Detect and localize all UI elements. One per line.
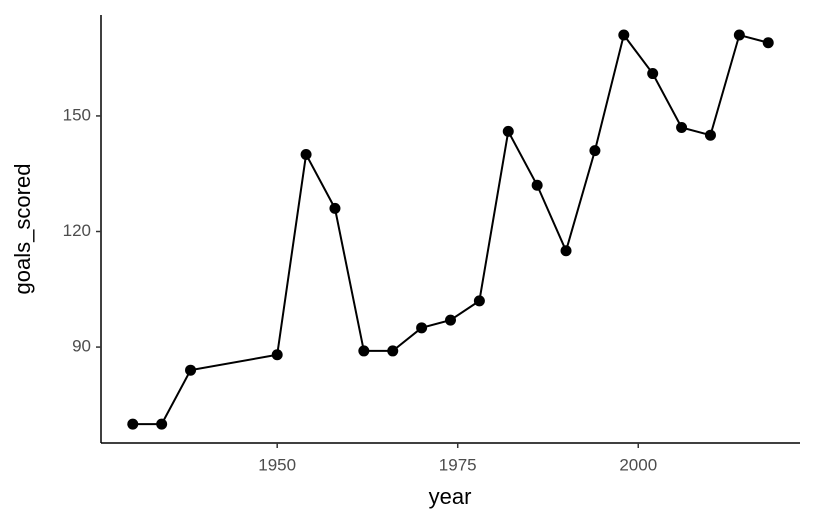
y-tick-label: 150 (63, 105, 91, 124)
point (416, 322, 428, 334)
point (560, 245, 572, 257)
point (618, 29, 630, 41)
point (502, 125, 514, 137)
point (445, 314, 456, 326)
point (387, 345, 399, 357)
point (156, 418, 168, 430)
point (762, 37, 774, 49)
x-axis-title: year (429, 484, 472, 509)
point (271, 349, 283, 361)
point (733, 29, 745, 41)
x-tick-label: 1950 (258, 455, 296, 474)
point (185, 364, 197, 376)
point (473, 295, 485, 307)
x-tick-label: 2000 (619, 455, 657, 474)
point (647, 68, 659, 80)
point (300, 148, 312, 160)
y-tick-label: 90 (72, 337, 91, 356)
point (127, 418, 139, 430)
x-tick-label: 1975 (439, 455, 477, 474)
point (329, 202, 341, 214)
point (358, 345, 370, 357)
y-tick-label: 120 (63, 221, 91, 240)
y-axis-title: goals_scored (10, 164, 35, 295)
point (589, 145, 601, 157)
point (704, 129, 716, 141)
point (676, 121, 688, 133)
point (531, 179, 543, 191)
